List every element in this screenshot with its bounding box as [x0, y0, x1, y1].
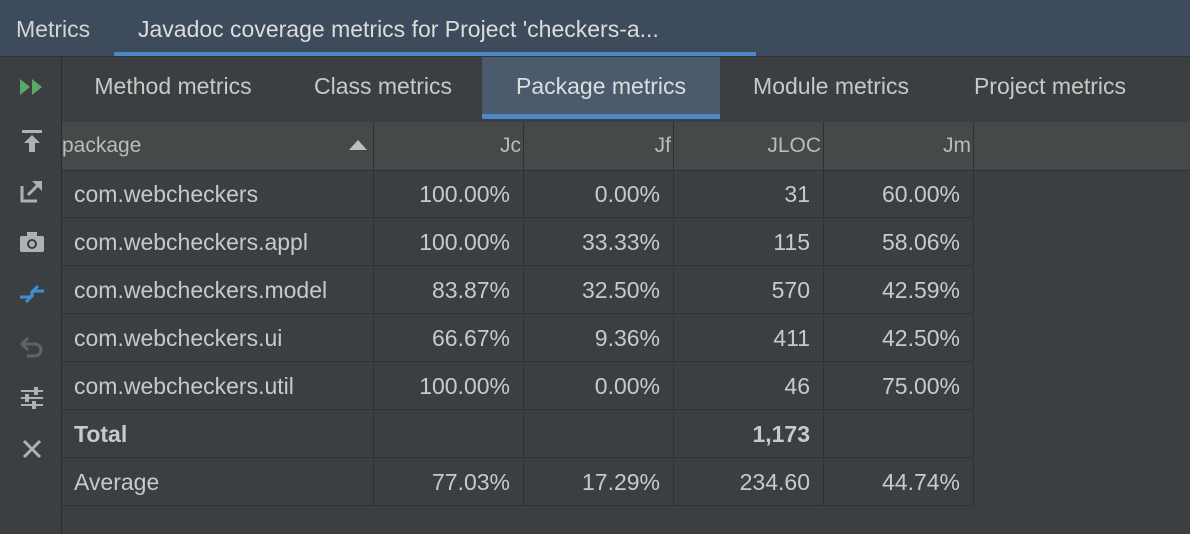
- cell-average-label: Average: [62, 459, 374, 506]
- cell-jc: 66.67%: [374, 315, 524, 362]
- table-row[interactable]: com.webcheckers 100.00% 0.00% 31 60.00%: [62, 171, 974, 219]
- tab-method-metrics[interactable]: Method metrics: [94, 73, 252, 99]
- toolwindow-content-tab-label: Javadoc coverage metrics for Project 'ch…: [138, 16, 659, 42]
- cell-jm: 42.50%: [824, 315, 974, 362]
- cell-jf: 9.36%: [524, 315, 674, 362]
- cell-jc: 100.00%: [374, 219, 524, 266]
- cell-jc: 77.03%: [374, 459, 524, 506]
- cell-jloc: 570: [674, 267, 824, 314]
- cell-package: com.webcheckers.appl: [62, 219, 374, 266]
- tab-module-metrics[interactable]: Module metrics: [753, 73, 909, 99]
- cell-jm: [824, 411, 974, 458]
- tab-package-metrics[interactable]: Package metrics: [482, 57, 720, 119]
- average-row[interactable]: Average 77.03% 17.29% 234.60 44.74%: [62, 459, 974, 507]
- cell-package: com.webcheckers.ui: [62, 315, 374, 362]
- column-header-jf[interactable]: Jf: [524, 122, 674, 170]
- column-header-jc[interactable]: Jc: [374, 122, 524, 170]
- cell-jm: 60.00%: [824, 171, 974, 218]
- cell-package: com.webcheckers: [62, 171, 374, 218]
- table-row[interactable]: com.webcheckers.ui 66.67% 9.36% 411 42.5…: [62, 315, 974, 363]
- tab-project-metrics[interactable]: Project metrics: [973, 73, 1127, 99]
- table-row[interactable]: com.webcheckers.model 83.87% 32.50% 570 …: [62, 267, 974, 315]
- cell-jf: 17.29%: [524, 459, 674, 506]
- cell-jloc: 1,173: [674, 411, 824, 458]
- toolwindow-title[interactable]: Metrics: [16, 16, 91, 42]
- cell-jloc: 115: [674, 219, 824, 266]
- cell-jloc: 234.60: [674, 459, 824, 506]
- cell-package: com.webcheckers.model: [62, 267, 374, 314]
- metrics-tabs: Method metrics Class metrics Package met…: [62, 57, 1190, 119]
- cell-jf: 32.50%: [524, 267, 674, 314]
- column-header-package[interactable]: package: [62, 122, 374, 170]
- close-icon[interactable]: [14, 431, 50, 467]
- table-row[interactable]: com.webcheckers.util 100.00% 0.00% 46 75…: [62, 363, 974, 411]
- undo-icon: [14, 328, 50, 364]
- cell-jloc: 46: [674, 363, 824, 410]
- toolwindow-content-tab[interactable]: Javadoc coverage metrics for Project 'ch…: [114, 0, 756, 56]
- camera-icon[interactable]: [14, 224, 50, 260]
- cell-total-label: Total: [62, 411, 374, 458]
- cell-jf: 33.33%: [524, 219, 674, 266]
- cell-jm: 44.74%: [824, 459, 974, 506]
- sort-ascending-icon: [349, 140, 367, 150]
- column-header-jm[interactable]: Jm: [824, 122, 974, 170]
- table-header: package Jc Jf JLOC Jm: [62, 122, 1190, 171]
- column-header-jloc[interactable]: JLOC: [674, 122, 824, 170]
- open-external-icon[interactable]: [14, 173, 50, 209]
- settings-sliders-icon[interactable]: [14, 380, 50, 416]
- compare-icon[interactable]: [14, 276, 50, 312]
- run-icon[interactable]: [14, 69, 50, 105]
- cell-jm: 75.00%: [824, 363, 974, 410]
- metrics-table: package Jc Jf JLOC Jm com.webcheckers 10…: [62, 122, 1190, 534]
- tab-class-metrics[interactable]: Class metrics: [313, 73, 452, 99]
- cell-jf: [524, 411, 674, 458]
- cell-jf: 0.00%: [524, 171, 674, 218]
- total-row[interactable]: Total 1,173: [62, 411, 974, 459]
- active-tab-indicator: [114, 52, 756, 56]
- cell-jloc: 31: [674, 171, 824, 218]
- column-header-label: package: [62, 134, 142, 157]
- table-row[interactable]: com.webcheckers.appl 100.00% 33.33% 115 …: [62, 219, 974, 267]
- cell-package: com.webcheckers.util: [62, 363, 374, 410]
- cell-jloc: 411: [674, 315, 824, 362]
- export-to-top-icon[interactable]: [14, 123, 50, 159]
- cell-jm: 58.06%: [824, 219, 974, 266]
- side-toolbar: [0, 57, 62, 534]
- cell-jc: 83.87%: [374, 267, 524, 314]
- cell-jc: 100.00%: [374, 363, 524, 410]
- cell-jc: 100.00%: [374, 171, 524, 218]
- toolwindow-header: Metrics Javadoc coverage metrics for Pro…: [0, 0, 1190, 57]
- cell-jc: [374, 411, 524, 458]
- cell-jm: 42.59%: [824, 267, 974, 314]
- cell-jf: 0.00%: [524, 363, 674, 410]
